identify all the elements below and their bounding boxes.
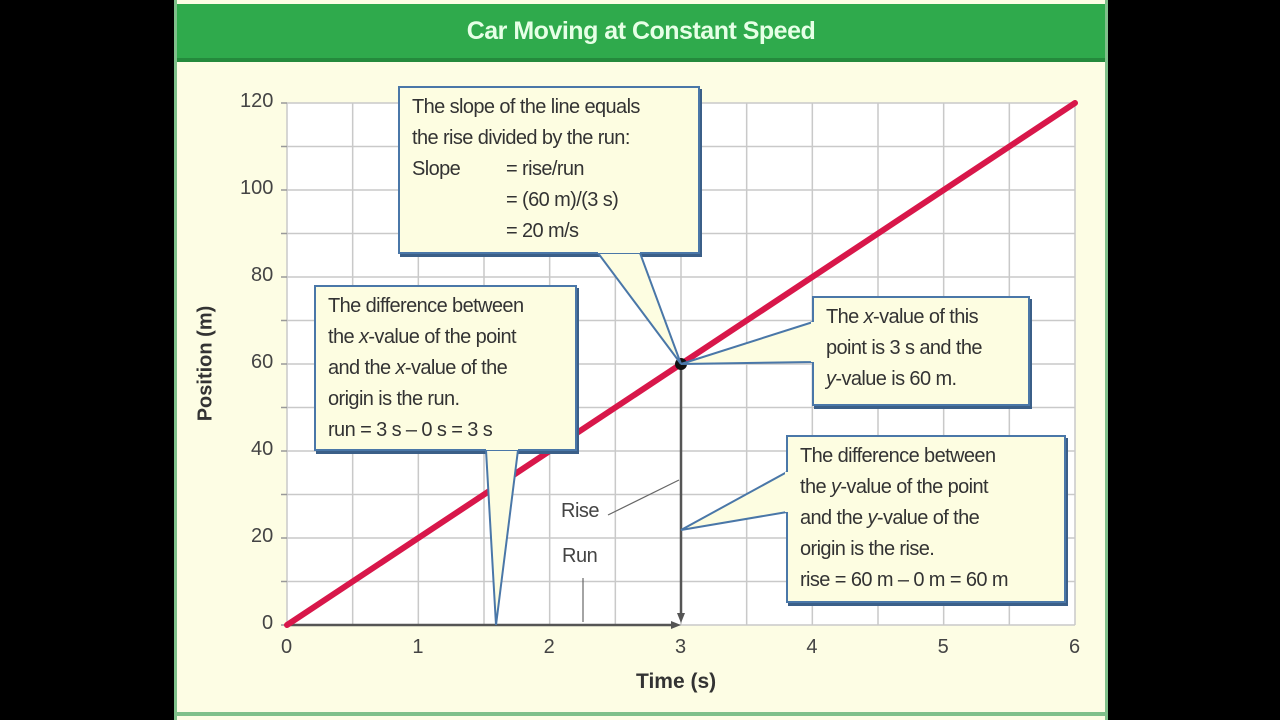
chart-title: Car Moving at Constant Speed <box>466 16 816 45</box>
run-text-line: The difference between <box>328 295 524 317</box>
rise-arrowhead <box>677 613 685 623</box>
x-tick-label: 1 <box>412 636 424 658</box>
run-pointer <box>484 449 520 626</box>
y-tick-label: 60 <box>251 351 274 373</box>
slope-text-line: the rise divided by the run: <box>412 127 630 149</box>
chart-title-bar: Car Moving at Constant Speed <box>177 4 1105 62</box>
y-tick-label: 80 <box>251 264 274 286</box>
y-tick-label: 120 <box>240 90 274 112</box>
run-text-line: and the x-value of the <box>328 357 508 379</box>
x-tick-label: 3 <box>675 636 687 658</box>
rise-text-line: the y-value of the point <box>800 476 989 498</box>
slope-text-line: The slope of the line equals <box>412 96 640 118</box>
run-equation: run = 3 s – 0 s = 3 s <box>328 419 493 441</box>
slope-equation-line: Slope = rise/run <box>412 154 686 185</box>
slope-eq-step: = (60 m)/(3 s) <box>506 189 619 211</box>
rise-pointer <box>680 470 788 531</box>
slope-eq-step: = 20 m/s <box>506 220 579 242</box>
run-text-line: the x-value of the point <box>328 326 517 348</box>
x-axis-label: Time (s) <box>636 670 717 693</box>
rise-text-line: and the y-value of the <box>800 507 980 529</box>
point-callout: The x-value of this point is 3 s and the… <box>812 296 1030 406</box>
y-tick-label: 40 <box>251 438 274 460</box>
slope-eq-step: = rise/run <box>506 158 585 180</box>
point-text-line: y-value is 60 m. <box>826 368 957 390</box>
run-text-line: origin is the run. <box>328 388 460 410</box>
y-tick-label: 20 <box>251 525 274 547</box>
point-pointer <box>680 320 814 365</box>
x-tick-label: 2 <box>543 636 555 658</box>
x-tick-label: 4 <box>806 636 818 658</box>
slope-eq-label: Slope <box>412 158 461 180</box>
y-tick-label: 0 <box>262 612 274 634</box>
x-tick-label: 6 <box>1069 636 1081 658</box>
run-label: Run <box>562 545 598 567</box>
rise-text-line: origin is the rise. <box>800 538 935 560</box>
run-arrowhead <box>671 621 681 629</box>
rise-equation: rise = 60 m – 0 m = 60 m <box>800 569 1009 591</box>
rise-callout: The difference between the y-value of th… <box>786 435 1066 603</box>
run-callout: The difference between the x-value of th… <box>314 285 577 451</box>
frame-bottom-border <box>174 712 1108 716</box>
point-text-line: point is 3 s and the <box>826 337 983 359</box>
x-tick-label: 0 <box>281 636 293 658</box>
y-tick-label: 100 <box>240 177 274 199</box>
rise-leader <box>607 479 680 516</box>
x-tick-label: 5 <box>937 636 949 658</box>
rise-label: Rise <box>561 500 600 522</box>
rise-text-line: The difference between <box>800 445 996 467</box>
point-text-line: The x-value of this <box>826 306 979 328</box>
slope-callout: The slope of the line equals the rise di… <box>398 86 700 254</box>
slope-pointer <box>596 252 682 365</box>
